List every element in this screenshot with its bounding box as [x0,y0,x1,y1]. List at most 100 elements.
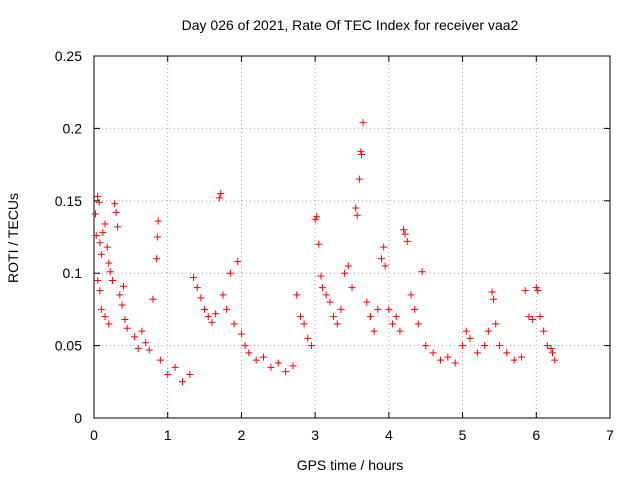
x-tick-label: 0 [90,427,98,443]
data-point [492,320,500,328]
grid-lines [94,56,610,418]
data-point [510,356,518,364]
data-point [521,287,529,295]
data-point [451,359,459,367]
data-point [385,305,393,313]
data-point [204,313,212,321]
data-point [422,342,430,350]
data-point [330,313,338,321]
data-point [534,287,542,295]
data-point [153,233,161,241]
data-point [215,194,223,202]
data-point [484,327,492,335]
data-point [518,353,526,361]
data-point [260,353,268,361]
data-point [154,217,162,225]
data-point [108,276,116,284]
data-point [94,276,102,284]
x-tick-label: 1 [164,427,172,443]
data-point [551,356,559,364]
data-point [317,272,325,280]
data-point [396,327,404,335]
data-point [495,342,503,350]
x-tick-label: 3 [311,427,319,443]
data-point [164,371,172,379]
data-point [138,327,146,335]
data-point [459,342,467,350]
data-point [96,239,104,247]
data-point [134,344,142,352]
x-tick-labels: 0 1 2 3 4 5 6 7 [90,427,614,443]
data-point [403,237,411,245]
data-point [540,327,548,335]
data-point [359,119,367,127]
data-point [153,255,161,263]
data-point [374,305,382,313]
data-point [401,230,409,238]
data-point [353,211,361,219]
y-tick-label: 0.2 [63,120,83,136]
data-point [274,359,282,367]
data-point [95,198,103,206]
data-point [91,210,99,218]
data-point [357,148,365,156]
data-point [348,284,356,292]
data-markers [91,119,559,386]
data-point [300,320,308,328]
data-point [436,356,444,364]
data-point [97,305,105,313]
data-point [490,295,498,303]
data-point [389,320,397,328]
data-point [142,339,150,347]
y-tick-label: 0.25 [55,48,82,64]
y-tick-labels: 0 0.05 0.1 0.15 0.2 0.25 [55,48,82,426]
chart-title: Day 026 of 2021, Rate Of TEC Index for r… [182,17,519,33]
data-point [201,305,209,313]
data-point [466,334,474,342]
data-point [171,363,179,371]
data-point [322,291,330,299]
data-point [190,274,198,282]
data-point [237,330,245,338]
data-point [429,349,437,357]
data-point [99,229,107,237]
plot-frame [93,55,611,419]
data-point [370,327,378,335]
axis-ticks [93,55,611,419]
data-point [363,298,371,306]
y-tick-label: 0.1 [63,265,83,281]
x-tick-label: 4 [385,427,393,443]
x-tick-label: 2 [238,427,246,443]
data-point [547,344,555,352]
data-point [380,243,388,251]
data-point [193,284,201,292]
data-point [252,356,260,364]
data-point [392,313,400,321]
data-point [267,363,275,371]
data-point [96,287,104,295]
data-point [503,349,511,357]
data-point [245,349,253,357]
data-point [341,269,349,277]
data-point [333,320,341,328]
data-point [481,342,489,350]
data-point [116,291,124,299]
data-point [307,342,315,350]
data-point [532,284,540,292]
data-point [118,301,126,309]
data-point [101,220,109,228]
data-point [319,284,327,292]
data-point [97,250,105,258]
data-point [418,268,426,276]
data-point [315,240,323,248]
data-point [488,288,496,296]
data-point [543,342,551,350]
data-point [105,259,113,267]
data-point [282,368,290,376]
x-tick-label: 7 [606,427,614,443]
data-point [112,208,120,216]
data-point [536,313,544,321]
data-point [414,320,422,328]
data-point [407,291,415,299]
data-point [525,313,533,321]
